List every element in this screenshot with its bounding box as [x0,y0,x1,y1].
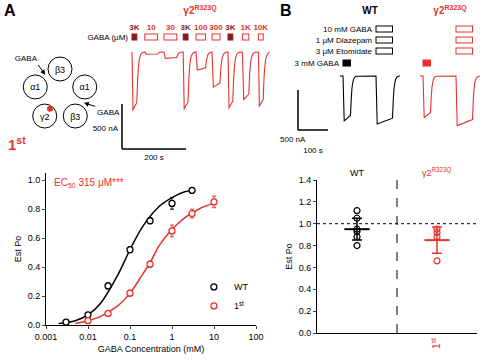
svg-text:0.4: 0.4 [299,284,312,294]
svg-text:A: A [4,2,16,19]
svg-text:0.001: 0.001 [35,332,58,342]
svg-text:0.8: 0.8 [28,204,41,214]
svg-text:0.2: 0.2 [28,291,41,301]
svg-text:1K: 1K [240,23,250,32]
svg-text:1​st​: 1​st​ [430,338,442,349]
svg-text:0.2: 0.2 [299,306,312,316]
svg-text:1: 1 [169,332,174,342]
svg-text:GABA (μM): GABA (μM) [87,33,128,42]
svg-text:1 μM Diazepam: 1 μM Diazepam [316,36,373,45]
svg-text:B: B [280,2,292,19]
svg-text:1.2: 1.2 [299,197,312,207]
svg-text:200 s: 200 s [144,153,164,162]
svg-text:500 nA: 500 nA [93,124,119,133]
svg-text:10 mM GABA: 10 mM GABA [323,25,373,34]
svg-text:Est Po: Est Po [284,243,294,270]
svg-text:3K: 3K [129,23,139,32]
svg-text:10K: 10K [253,23,268,32]
svg-text:α1: α1 [80,82,90,92]
svg-text:GABA: GABA [97,108,120,117]
svg-text:γ2R323Q: γ2R323Q [183,4,217,16]
svg-text:100 s: 100 s [303,146,323,155]
svg-text:3 mM GABA: 3 mM GABA [295,59,340,68]
svg-text:0.0: 0.0 [28,320,41,330]
svg-text:0.1: 0.1 [124,332,137,342]
svg-text:300: 300 [209,23,223,32]
svg-text:0.6: 0.6 [28,233,41,243]
svg-text:10: 10 [147,23,156,32]
svg-text:0.0: 0.0 [299,328,312,338]
svg-text:γ2: γ2 [40,112,50,122]
svg-text:WT: WT [350,168,364,178]
svg-text:GABA Concentration (mM): GABA Concentration (mM) [98,344,205,354]
svg-text:EC​50​ 315 μM***: EC​50​ 315 μM*** [54,177,124,189]
svg-text:500 nA: 500 nA [280,135,306,144]
svg-text:0.01: 0.01 [79,332,97,342]
svg-text:3K: 3K [225,23,235,32]
svg-text:β3: β3 [70,112,80,122]
svg-text:1.0: 1.0 [28,175,41,185]
svg-text:1.0: 1.0 [299,219,312,229]
svg-text:100: 100 [248,332,263,342]
svg-text:3 μM Etomidate: 3 μM Etomidate [316,47,373,56]
svg-text:α1: α1 [30,82,40,92]
svg-text:1​st​: 1​st​ [234,300,244,312]
svg-text:100: 100 [194,23,208,32]
svg-text:WT: WT [234,282,248,292]
svg-text:WT: WT [362,5,378,16]
svg-text:0.6: 0.6 [299,263,312,273]
svg-text:γ2R323Q: γ2R323Q [433,4,467,16]
svg-text:Est Po: Est Po [13,236,23,263]
svg-text:0.4: 0.4 [28,262,41,272]
svg-text:3K: 3K [180,23,190,32]
svg-text:1.4: 1.4 [299,175,312,185]
svg-text:GABA: GABA [15,54,38,63]
svg-text:β3: β3 [55,65,65,75]
svg-text:10: 10 [209,332,219,342]
svg-text:γ2​R323Q​: γ2​R323Q​ [422,166,452,178]
svg-text:0.8: 0.8 [299,241,312,251]
svg-text:30: 30 [166,23,175,32]
svg-text:1st: 1st [8,134,26,153]
